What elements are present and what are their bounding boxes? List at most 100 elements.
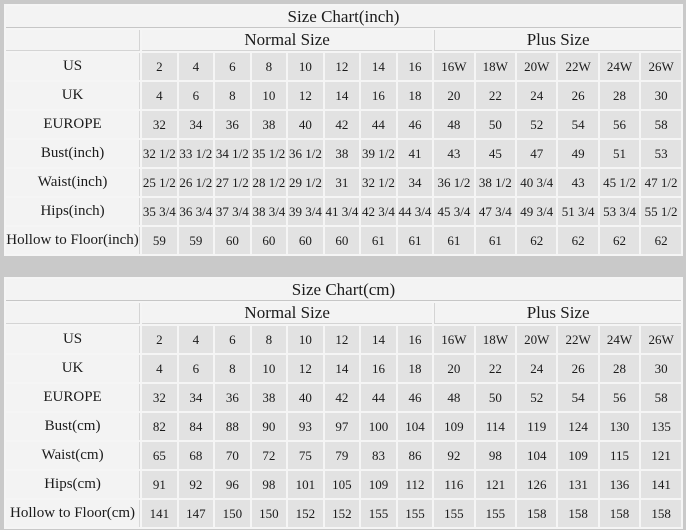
- size-cell: 72: [251, 442, 287, 469]
- row-label: EUROPE: [6, 384, 141, 411]
- table-row: EUROPE 32 34 36 38 40 42 44 46 48 50 52 54 56 58: [6, 111, 681, 138]
- size-cell: 36 3/4: [178, 198, 214, 225]
- size-cell: 14: [361, 326, 396, 353]
- size-cell: 14: [324, 355, 360, 382]
- table-row: Hips(inch) 35 3/4 36 3/4 37 3/4 38 3/4 39 3/4…: [6, 198, 681, 225]
- size-cell: 105: [324, 471, 360, 498]
- size-cell: 24W: [599, 326, 640, 353]
- size-cell: 104: [397, 413, 433, 440]
- size-chart-inch-table: Size Chart(inch) Normal Size Plus Size US 2 4…: [4, 4, 683, 256]
- group-header-row: Normal Size Plus Size: [6, 303, 681, 324]
- size-cell: 62: [558, 227, 598, 254]
- size-cell: 38: [324, 140, 360, 167]
- size-cell: 119: [517, 413, 557, 440]
- size-cell: 98: [251, 471, 287, 498]
- title-row: Size Chart(cm): [6, 279, 681, 301]
- size-cell: 84: [178, 413, 214, 440]
- size-cell: 12: [324, 326, 360, 353]
- size-cell: 42: [324, 111, 360, 138]
- size-cell: 12: [288, 82, 323, 109]
- size-cell: 35 1/2: [251, 140, 287, 167]
- size-cell: 121: [641, 442, 681, 469]
- size-cell: 2: [142, 53, 177, 80]
- size-cell: 10: [251, 355, 287, 382]
- size-cell: 34: [178, 384, 214, 411]
- size-cell: 16: [397, 53, 433, 80]
- size-cell: 10: [288, 326, 323, 353]
- table-row: Bust(cm) 82 84 88 90 93 97 100 104 109 114 119 124 13…: [6, 413, 681, 440]
- size-cell: 16: [361, 355, 396, 382]
- size-cell: 52: [517, 111, 557, 138]
- size-cell: 18: [397, 82, 433, 109]
- size-cell: 47 3/4: [475, 198, 516, 225]
- size-cell: 126: [517, 471, 557, 498]
- size-cell: 16: [361, 82, 396, 109]
- size-cell: 6: [178, 82, 214, 109]
- size-cell: 104: [517, 442, 557, 469]
- size-cell: 46: [397, 111, 433, 138]
- size-cell: 34: [397, 169, 433, 196]
- size-cell: 70: [215, 442, 250, 469]
- row-label: Hips(inch): [6, 198, 141, 225]
- size-cell: 26: [558, 82, 598, 109]
- size-cell: 53 3/4: [599, 198, 640, 225]
- size-cell: 68: [178, 442, 214, 469]
- size-cell: 38: [251, 111, 287, 138]
- size-cell: 26W: [641, 53, 681, 80]
- table-row: Bust(inch) 32 1/2 33 1/2 34 1/2 35 1/2 36 1/2…: [6, 140, 681, 167]
- size-cell: 49: [558, 140, 598, 167]
- title-row: Size Chart(inch): [6, 6, 681, 28]
- size-cell: 158: [599, 500, 640, 527]
- table-row: Hips(cm) 91 92 96 98 101 105 109 112 116 121 126 131…: [6, 471, 681, 498]
- size-cell: 18: [397, 355, 433, 382]
- size-cell: 8: [215, 355, 250, 382]
- size-cell: 6: [178, 355, 214, 382]
- size-cell: 40: [288, 111, 323, 138]
- size-cell: 55 1/2: [641, 198, 681, 225]
- size-cell: 152: [288, 500, 323, 527]
- size-cell: 60: [324, 227, 360, 254]
- normal-size-header: Normal Size: [142, 303, 433, 324]
- size-cell: 48: [434, 111, 474, 138]
- size-cell: 42 3/4: [361, 198, 396, 225]
- size-cell: 29 1/2: [288, 169, 323, 196]
- size-cell: 86: [397, 442, 433, 469]
- size-cell: 155: [397, 500, 433, 527]
- size-cell: 62: [517, 227, 557, 254]
- size-cell: 30: [641, 82, 681, 109]
- size-cell: 98: [475, 442, 516, 469]
- size-cell: 116: [434, 471, 474, 498]
- size-cell: 52: [517, 384, 557, 411]
- size-cell: 62: [641, 227, 681, 254]
- size-cell: 36: [215, 111, 250, 138]
- size-cell: 16: [397, 326, 433, 353]
- size-cell: 60: [288, 227, 323, 254]
- row-label: Waist(inch): [6, 169, 141, 196]
- size-cell: 4: [142, 82, 177, 109]
- size-cell: 92: [434, 442, 474, 469]
- size-cell: 47: [517, 140, 557, 167]
- size-cell: 124: [558, 413, 598, 440]
- size-cell: 39 1/2: [361, 140, 396, 167]
- table-row: Waist(cm) 65 68 70 72 75 79 83 86 92 98 104 109 115 12…: [6, 442, 681, 469]
- size-cell: 40: [288, 384, 323, 411]
- size-cell: 20: [434, 355, 474, 382]
- size-cell: 16W: [434, 326, 474, 353]
- table-row: US 2 4 6 8 10 12 14 16 16W 18W 20W 22W 24W 26W: [6, 53, 681, 80]
- size-cell: 43: [434, 140, 474, 167]
- size-cell: 32 1/2: [361, 169, 396, 196]
- table-row: Hollow to Floor(cm) 141 147 150 150 152 152 155…: [6, 500, 681, 527]
- size-cell: 56: [599, 384, 640, 411]
- size-cell: 158: [641, 500, 681, 527]
- size-cell: 10: [288, 53, 323, 80]
- size-cell: 44: [361, 384, 396, 411]
- size-cell: 31: [324, 169, 360, 196]
- size-cell: 150: [251, 500, 287, 527]
- size-cell: 136: [599, 471, 640, 498]
- size-cell: 30: [641, 355, 681, 382]
- size-cell: 22W: [558, 53, 598, 80]
- size-cell: 28: [599, 355, 640, 382]
- size-cell: 28: [599, 82, 640, 109]
- row-label: Waist(cm): [6, 442, 141, 469]
- size-cell: 18W: [475, 326, 516, 353]
